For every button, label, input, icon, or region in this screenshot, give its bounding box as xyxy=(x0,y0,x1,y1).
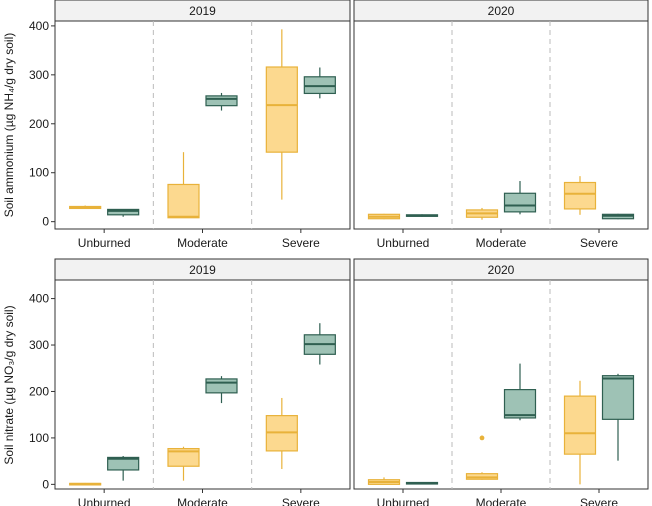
box-b-severe xyxy=(303,67,336,99)
box-a-severe xyxy=(265,397,298,470)
x-tick-label: Unburned xyxy=(78,496,131,506)
box-b-moderate xyxy=(503,181,537,215)
box-a-severe xyxy=(563,380,597,485)
x-tick-label: Severe xyxy=(282,236,320,250)
y-tick-label: 100 xyxy=(29,431,49,445)
x-tick-label: Unburned xyxy=(377,496,430,506)
box-body xyxy=(265,66,298,153)
facet-strip-label: 2020 xyxy=(488,4,515,18)
box-a-unburned xyxy=(69,205,102,210)
box-b-unburned xyxy=(405,214,439,217)
box-b-unburned xyxy=(405,481,439,485)
box-a-moderate xyxy=(465,207,499,220)
box-b-severe xyxy=(601,373,635,461)
box-b-moderate xyxy=(503,363,537,421)
box-body xyxy=(205,95,238,107)
y-tick-label: 400 xyxy=(29,19,49,33)
box-b-unburned xyxy=(107,208,140,217)
nitrate-y-axis-title: Soil nitrate (µg NO₃/g dry soil) xyxy=(2,305,16,464)
box-body xyxy=(107,208,140,216)
box-b-moderate xyxy=(205,376,238,404)
box-body xyxy=(503,389,537,419)
y-tick-label: 400 xyxy=(29,292,49,306)
x-tick-label: Severe xyxy=(580,236,618,250)
x-tick-label: Unburned xyxy=(78,236,131,250)
ammonium-y-axis-title: Soil ammonium (µg NH₄/g dry soil) xyxy=(2,33,16,218)
x-tick-label: Severe xyxy=(282,496,320,506)
y-tick-label: 300 xyxy=(29,338,49,352)
panel-frame xyxy=(54,279,351,490)
facet-strip-label: 2019 xyxy=(189,4,216,18)
box-body xyxy=(563,181,597,210)
x-tick-label: Moderate xyxy=(177,496,228,506)
box-body xyxy=(107,456,140,471)
box-body xyxy=(167,183,200,219)
box-b-severe xyxy=(303,323,336,365)
box-b-severe xyxy=(601,213,635,220)
box-body xyxy=(503,192,537,213)
box-b-unburned xyxy=(107,456,140,481)
y-tick-label: 0 xyxy=(42,477,49,491)
y-tick-label: 0 xyxy=(42,215,49,229)
facet-strip-label: 2020 xyxy=(488,263,515,277)
x-tick-label: Severe xyxy=(580,496,618,506)
box-a-moderate xyxy=(465,435,499,480)
plot-layer: 0 100 200 300 400 2019 Unburned Moderate Severe 2… xyxy=(29,0,649,506)
x-tick-label: Moderate xyxy=(476,236,527,250)
box-outlier xyxy=(479,435,485,441)
panel-frame xyxy=(54,20,351,230)
box-a-moderate xyxy=(167,152,200,219)
box-body xyxy=(601,375,635,420)
box-a-severe xyxy=(563,176,597,215)
box-body xyxy=(563,395,597,455)
box-body xyxy=(167,447,200,467)
box-b-moderate xyxy=(205,92,238,111)
box-a-moderate xyxy=(167,446,200,481)
box-a-unburned xyxy=(367,213,401,220)
x-tick-label: Unburned xyxy=(377,236,430,250)
facet-strip-label: 2019 xyxy=(189,263,216,277)
y-tick-label: 300 xyxy=(29,68,49,82)
box-a-severe xyxy=(265,29,298,200)
box-a-unburned xyxy=(69,482,102,486)
x-tick-label: Moderate xyxy=(177,236,228,250)
box-a-unburned xyxy=(367,477,401,485)
panel-frame xyxy=(353,279,649,490)
x-tick-label: Moderate xyxy=(476,496,527,506)
y-tick-label: 200 xyxy=(29,384,49,398)
box-body xyxy=(205,378,238,394)
y-tick-label: 200 xyxy=(29,117,49,131)
y-tick-label: 100 xyxy=(29,166,49,180)
panel-frame xyxy=(353,20,649,230)
